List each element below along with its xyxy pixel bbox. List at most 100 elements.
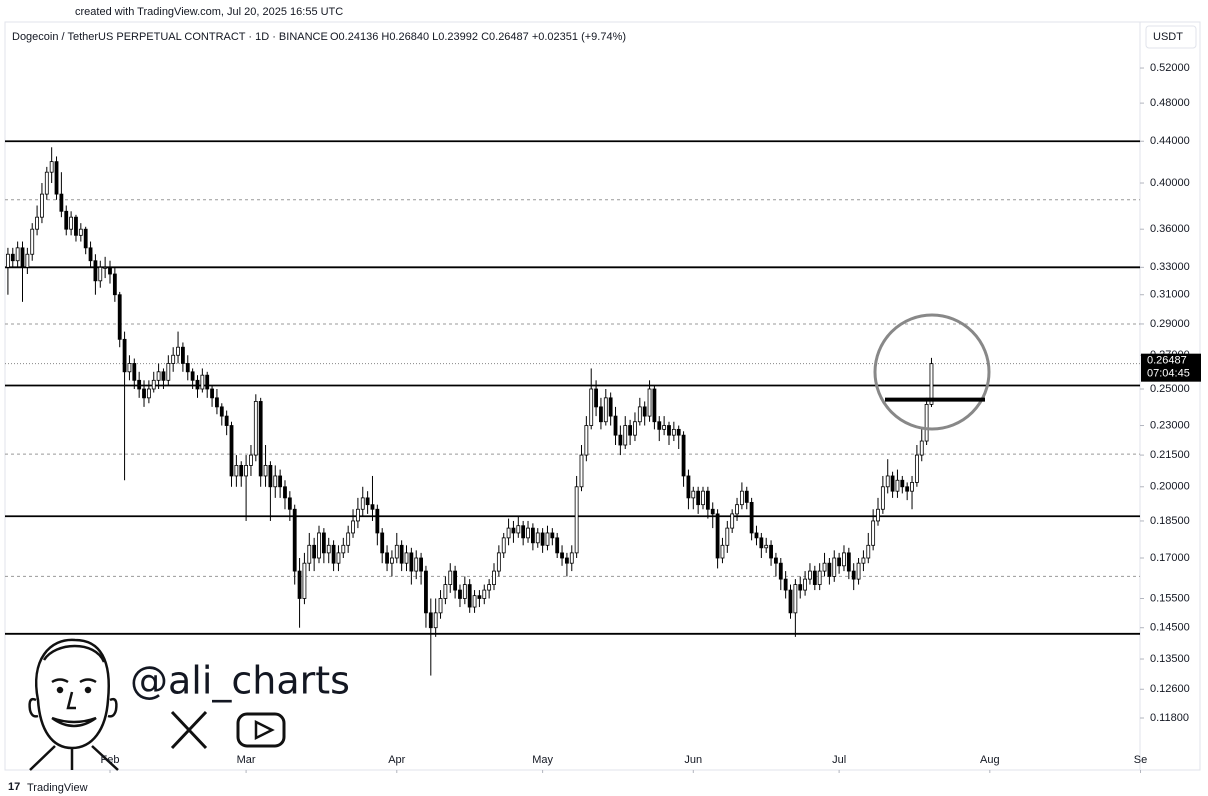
candle-body	[778, 562, 783, 580]
candle-body	[482, 589, 487, 599]
candle-body	[540, 532, 545, 546]
candle-body	[492, 570, 496, 585]
candle-body	[803, 578, 807, 591]
candle-body	[628, 425, 633, 436]
candle-body	[137, 379, 142, 390]
y-tick-label: 0.21500	[1150, 449, 1190, 461]
candle-body	[535, 532, 540, 544]
candle-body	[283, 486, 287, 499]
x-icon[interactable]	[170, 710, 208, 750]
candle-body	[895, 479, 900, 492]
watermark-created: created with TradingView.com, Jul 20, 20…	[75, 6, 343, 18]
candle-body	[132, 363, 137, 381]
candle-body	[472, 595, 477, 608]
candle-body	[428, 612, 433, 629]
candle-body	[599, 406, 603, 423]
candle-body	[98, 266, 103, 282]
candle-body	[511, 527, 516, 534]
candle-body	[93, 260, 98, 282]
candle-body	[851, 570, 856, 580]
chart-frame	[4, 21, 1201, 771]
x-tick-label: Se	[1134, 754, 1147, 766]
candle-body	[501, 537, 506, 554]
candle-body	[560, 552, 564, 559]
candle-body	[574, 486, 579, 554]
youtube-icon[interactable]	[236, 712, 286, 748]
candle-body	[317, 532, 321, 559]
currency[interactable]: USDT	[1153, 31, 1183, 43]
candle-body	[569, 552, 574, 564]
candle-body	[783, 578, 788, 591]
candle-body	[394, 544, 399, 559]
candle-body	[351, 520, 355, 534]
candle-body	[122, 338, 127, 373]
candle-body	[341, 544, 346, 554]
candle-body	[151, 379, 156, 390]
candle-body	[370, 504, 375, 510]
candle-body	[146, 388, 151, 399]
candle-body	[725, 527, 730, 546]
y-tick-label: 0.20000	[1150, 481, 1190, 493]
x-tick-label: Jul	[832, 754, 846, 766]
candle-body	[433, 612, 438, 629]
candle-body	[545, 532, 550, 546]
candle-body	[215, 397, 219, 408]
currency-box[interactable]	[1145, 25, 1197, 49]
candle-body	[871, 520, 876, 546]
candle-body	[108, 266, 112, 275]
candle-body	[424, 570, 428, 614]
candle-body	[64, 210, 69, 230]
candle-body	[355, 508, 360, 522]
candle-body	[297, 570, 302, 599]
price-label-box	[1141, 353, 1201, 382]
candle-body	[74, 216, 78, 236]
candle-body	[681, 434, 686, 477]
candle-body	[769, 544, 773, 559]
candle-body	[59, 193, 64, 212]
candle-body	[817, 570, 822, 585]
candle-body	[832, 557, 837, 577]
y-tick-label: 0.14500	[1150, 622, 1190, 634]
candle-body	[812, 570, 817, 585]
y-tick-label: 0.36000	[1150, 223, 1190, 235]
x-tick-label: Jun	[684, 754, 702, 766]
candle-body	[142, 388, 146, 399]
candle-body	[287, 497, 292, 510]
candle-body	[880, 486, 885, 510]
candle-body	[696, 490, 701, 506]
candle-body	[244, 464, 249, 477]
candle-body	[827, 562, 832, 577]
youtube-frame[interactable]	[236, 712, 286, 748]
candle-body	[205, 374, 210, 390]
candle-body	[380, 532, 385, 554]
y-tick-label: 0.52000	[1150, 62, 1190, 74]
y-tick-label: 0.40000	[1150, 177, 1190, 189]
candle-body	[623, 425, 628, 446]
candle-body	[905, 486, 910, 492]
x-tick-label: Feb	[101, 754, 120, 766]
y-tick-label: 0.25000	[1150, 383, 1190, 395]
candle-body	[924, 404, 929, 442]
candle-body	[448, 570, 453, 585]
candle-body	[876, 508, 880, 522]
plot-area	[5, 140, 1140, 676]
candle-body	[739, 490, 744, 506]
candle-body	[774, 557, 778, 564]
candle-body	[744, 490, 749, 503]
candle-body	[419, 557, 423, 572]
candle-body	[671, 428, 676, 436]
youtube-play[interactable]	[254, 719, 275, 741]
y-tick-label: 0.48000	[1150, 97, 1190, 109]
candle-body	[808, 570, 812, 580]
candle-body	[861, 557, 866, 564]
y-tick-label: 0.11800	[1150, 712, 1189, 724]
candle-body	[127, 363, 132, 373]
candle-body	[642, 406, 647, 417]
candle-body	[278, 475, 283, 488]
candle-body	[210, 388, 214, 399]
candle-body	[759, 537, 764, 549]
candle-body	[662, 425, 667, 430]
candle-body	[589, 388, 594, 426]
candle-body	[15, 247, 20, 262]
candle-body	[360, 497, 365, 510]
